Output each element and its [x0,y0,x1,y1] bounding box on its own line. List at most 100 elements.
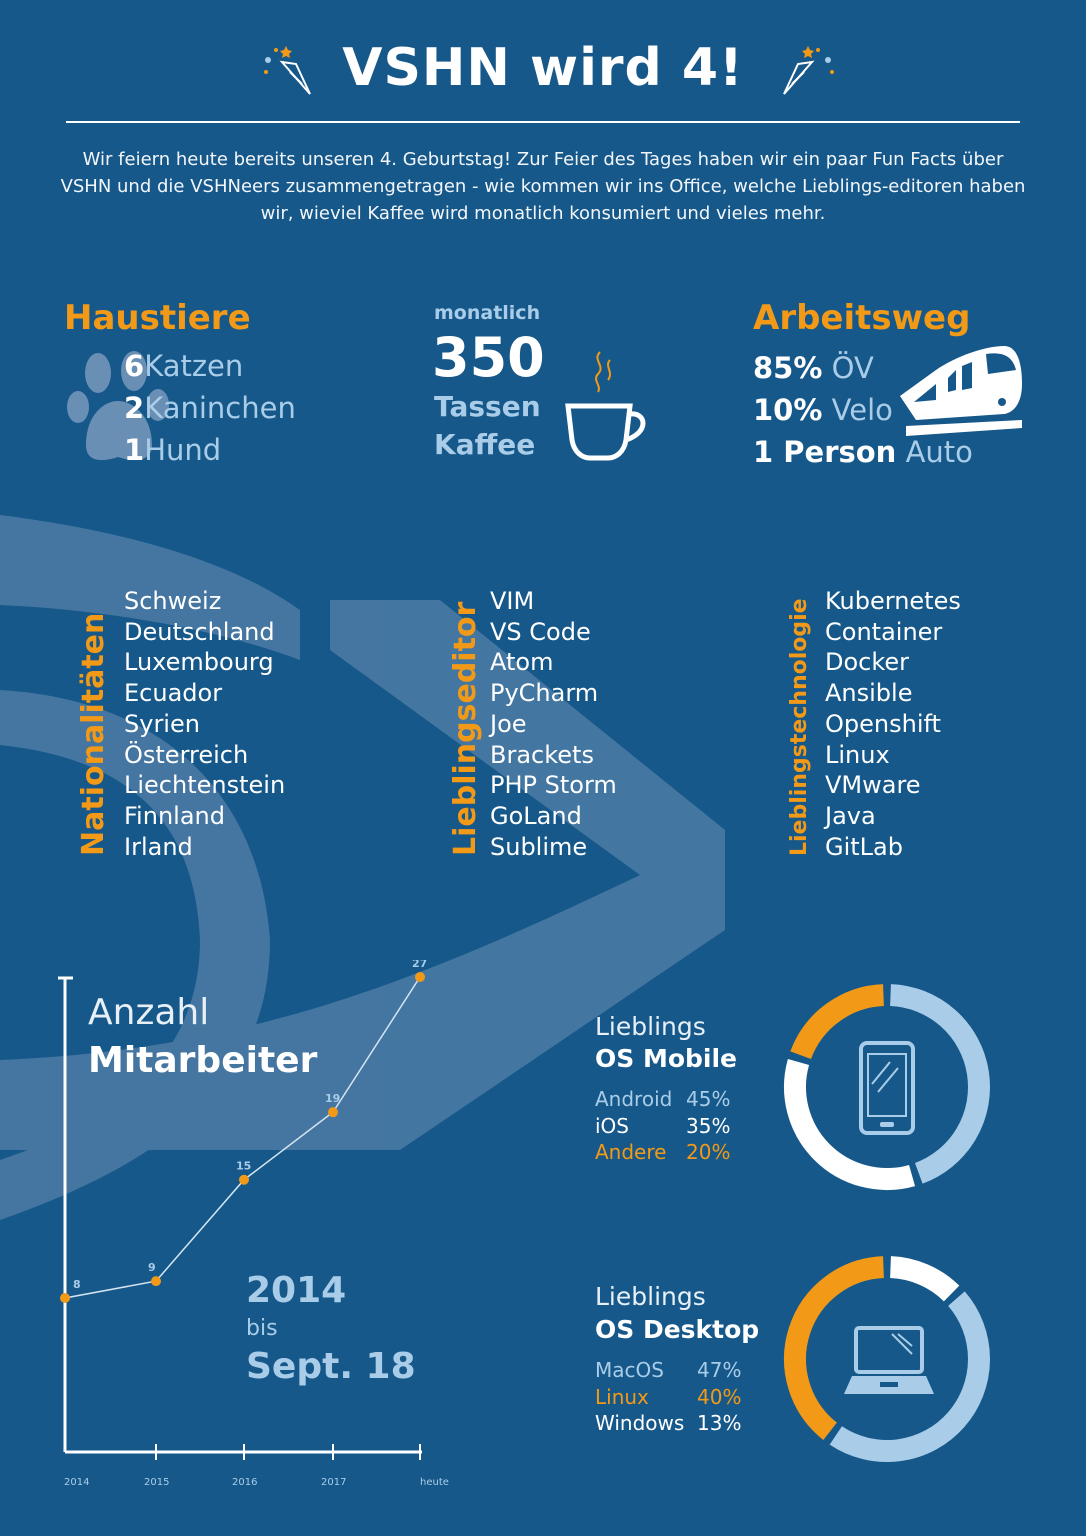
list-item: Deutschland [124,617,275,646]
legend-pct: 40% [697,1384,742,1409]
legend-row: iOS 35% [595,1113,745,1140]
pets-count: 2 [124,391,145,425]
list-item: Syrien [124,709,200,738]
os-desktop-title-line2: OS Desktop [595,1315,760,1344]
list-item: Java [825,801,876,830]
data-point [151,1276,161,1287]
employees-title-line2: Mitarbeiter [88,1040,318,1081]
list-item: VMware [825,771,921,800]
os-mobile-donut [784,984,990,1190]
os-mobile-title-line2: OS Mobile [595,1044,738,1073]
nationalities-list: Schweiz Deutschland Luxembourg Ecuador S… [124,586,285,862]
pets-row: 1Hund [124,429,296,471]
technologies-heading: Lieblingstechnologie [787,598,812,856]
legend-name: Windows [595,1411,685,1435]
os-desktop-legend: MacOS 47% Linux 40% Windows 13% [595,1357,755,1437]
pets-heading: Haustiere [64,298,251,338]
x-tick-label: 2015 [144,1477,169,1488]
coffee-cup-icon [565,351,646,461]
range-mid: bis [246,1316,278,1341]
legend-pct: 35% [686,1113,731,1138]
nationalities-heading: Nationalitäten [76,612,111,856]
legend-pct: 13% [697,1411,742,1435]
coffee-line1: Tassen [434,390,541,423]
list-item: Brackets [490,740,594,769]
laptop-icon [844,1326,934,1394]
legend-name: iOS [595,1113,629,1138]
list-item: Kubernetes [825,587,961,615]
list-item: VS Code [490,617,591,646]
list-item: Luxembourg [124,648,274,677]
legend-row: Andere 20% [595,1139,745,1166]
editors-heading: Lieblingseditor [448,601,483,856]
x-tick-label: 2014 [64,1477,89,1488]
commute-row: 1 Person Auto [753,431,973,473]
pets-label: Katzen [144,349,244,383]
legend-name: Andere [595,1140,667,1164]
employees-title-line1: Anzahl [88,992,210,1033]
commute-row: 85% ÖV [753,347,973,389]
list-item: GoLand [490,801,582,830]
os-desktop-donut [784,1256,990,1462]
x-tick-label: 2017 [321,1477,346,1488]
smartphone-icon [859,1041,915,1135]
list-item: Finnland [124,801,225,830]
pets-label: Kaninchen [144,391,296,425]
pets-count: 1 [124,433,145,467]
legend-pct: 20% [686,1140,731,1164]
donut-slice [784,1256,885,1440]
commute-label: Velo [831,393,893,427]
data-label: 8 [73,1278,81,1291]
donut-slice [829,1291,990,1462]
pets-row: 2Kaninchen [124,387,296,429]
list-item: Liechtenstein [124,771,286,800]
train-icon [900,346,1022,436]
commute-label: ÖV [831,351,874,385]
legend-name: Android [595,1087,673,1111]
os-mobile-legend: Android 45% iOS 35% Andere 20% [595,1086,745,1166]
confetti-popper-icon [264,46,311,95]
coffee-number: 350 [432,326,545,389]
confetti-popper-icon [783,46,834,95]
coffee-pre: monatlich [434,302,541,324]
os-desktop-title-line1: Lieblings [595,1282,706,1311]
data-label: 9 [148,1261,156,1274]
list-item: Linux [825,740,890,769]
list-item: PyCharm [490,679,599,708]
editors-list: VIM VS Code Atom PyCharm Joe Brackets PH… [490,586,617,862]
legend-row: Windows 13% [595,1410,755,1437]
donut-slice [889,984,990,1184]
legend-pct: 47% [697,1358,742,1382]
list-item: Joe [490,709,527,738]
list-item: Atom [490,648,554,677]
list-item: Openshift [825,709,941,738]
legend-pct: 45% [686,1087,731,1111]
coffee-line2: Kaffee [434,428,536,461]
list-item: Container [825,617,943,646]
pets-list: 6Katzen 2Kaninchen 1Hund [124,345,296,471]
commute-label: Auto [905,435,973,469]
commute-value: 1 Person [753,435,897,469]
data-point [415,972,425,982]
list-item: Ecuador [124,679,223,708]
legend-row: Android 45% [595,1086,745,1113]
commute-value: 10% [753,393,823,427]
list-item: Österreich [124,740,249,769]
header-divider [66,121,1020,123]
page-title: VSHN wird 4! [342,38,744,98]
data-label: 15 [236,1160,251,1173]
pets-label: Hund [144,433,222,467]
list-item: Ansible [825,679,913,708]
data-label: 27 [412,960,427,970]
list-item: PHP Storm [490,771,617,800]
range-to: Sept. 18 [246,1346,416,1387]
list-item: Irland [124,832,193,861]
legend-row: Linux 40% [595,1384,755,1411]
commute-list: 85% ÖV 10% Velo 1 Person Auto [753,347,973,473]
pets-count: 6 [124,349,145,383]
commute-value: 85% [753,351,823,385]
data-point [328,1107,338,1118]
os-mobile-title-line1: Lieblings [595,1012,706,1041]
list-item: Docker [825,648,910,677]
